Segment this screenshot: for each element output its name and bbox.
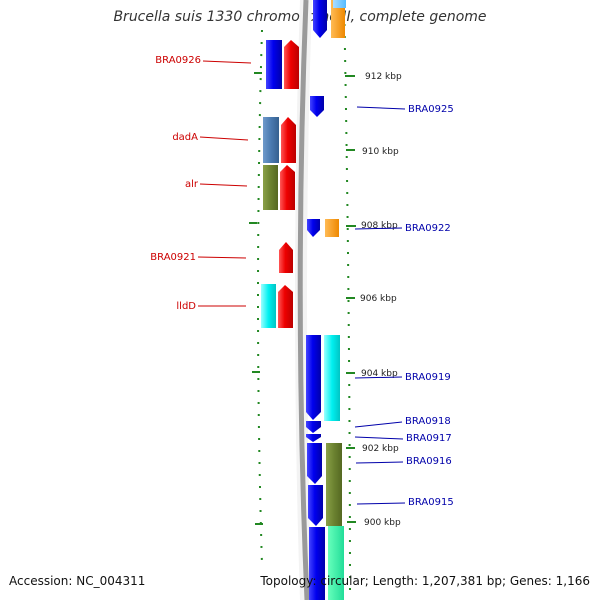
label-bra0926: BRA0926 <box>155 55 201 66</box>
ruler-label-912: 912 kbp <box>365 72 402 82</box>
ruler-label-908: 908 kbp <box>361 221 398 231</box>
label-bra0917: BRA0917 <box>406 433 452 444</box>
gene-bottom-partial <box>309 527 325 600</box>
leader-bra0925 <box>356 106 406 110</box>
label-alr: alr <box>185 179 199 190</box>
forward-genes <box>261 40 299 328</box>
gene-bra0926 <box>284 40 299 89</box>
cog-gene-dada <box>263 117 279 163</box>
leader-bra0919 <box>354 376 403 379</box>
gene-bra0916 <box>307 443 322 484</box>
cog-gene-lldd <box>261 284 276 328</box>
gene-dada <box>281 117 296 163</box>
orange-gene-top <box>331 0 345 38</box>
sky-gene-top <box>333 0 346 8</box>
accession-text: Accession: NC_004311 <box>9 574 146 588</box>
genome-summary-text: Topology: circular; Length: 1,207,381 bp… <box>260 574 590 588</box>
cog-gene-bra0926 <box>266 40 282 89</box>
reverse-gene-top <box>313 0 327 38</box>
cog-gene-alr <box>263 165 278 210</box>
label-bra0921: BRA0921 <box>150 252 196 263</box>
label-bra0925: BRA0925 <box>408 104 454 115</box>
leader-bra0917 <box>354 436 404 440</box>
ruler-label-902: 902 kbp <box>362 444 399 454</box>
leader-bra0926 <box>202 60 252 64</box>
gene-bra0925 <box>310 96 324 117</box>
cog-gene-bra0919 <box>324 335 340 421</box>
ruler-label-900: 900 kbp <box>364 518 401 528</box>
leader-bra0915 <box>356 502 406 505</box>
ruler-label-906: 906 kbp <box>360 294 397 304</box>
reverse-genes <box>306 96 344 600</box>
label-bra0916: BRA0916 <box>406 456 452 467</box>
gene-alr <box>280 165 295 210</box>
label-bra0915: BRA0915 <box>408 497 454 508</box>
gene-lldd <box>278 285 293 328</box>
cog-gene-bra0916 <box>326 443 342 526</box>
right-gene-labels: BRA0925 BRA0922 BRA0919 BRA0918 BRA0917 … <box>354 104 454 508</box>
cog-gene-bra0922 <box>325 219 339 237</box>
leader-bra0922 <box>354 227 403 230</box>
chromosome-backbone <box>297 0 310 600</box>
leader-bra0921 <box>197 256 247 259</box>
leader-dada <box>199 136 249 141</box>
leader-alr <box>199 183 248 187</box>
gene-bra0919 <box>306 335 321 420</box>
outer-track <box>343 0 351 600</box>
label-bra0918: BRA0918 <box>405 416 451 427</box>
top-partial-genes <box>313 0 346 38</box>
label-bra0919: BRA0919 <box>405 372 451 383</box>
gene-bra0918 <box>306 421 321 433</box>
leader-bra0918 <box>354 421 403 428</box>
ruler-label-910: 910 kbp <box>362 147 399 157</box>
gene-bra0921 <box>279 242 293 273</box>
label-lldd: lldD <box>176 301 196 312</box>
gene-bra0922 <box>307 219 320 237</box>
label-dada: dadA <box>172 132 198 143</box>
position-ruler: 912 kbp 910 kbp 908 kbp 906 kbp 904 kbp … <box>345 72 402 528</box>
gene-bra0915 <box>308 485 323 526</box>
ruler-label-904: 904 kbp <box>361 369 398 379</box>
leader-bra0916 <box>355 461 404 464</box>
inner-ticks <box>249 72 263 525</box>
label-bra0922: BRA0922 <box>405 223 451 234</box>
left-gene-labels: BRA0926 dadA alr BRA0921 lldD <box>150 55 252 312</box>
cog-gene-bottom-partial <box>328 526 344 600</box>
gene-bra0917 <box>306 434 321 442</box>
